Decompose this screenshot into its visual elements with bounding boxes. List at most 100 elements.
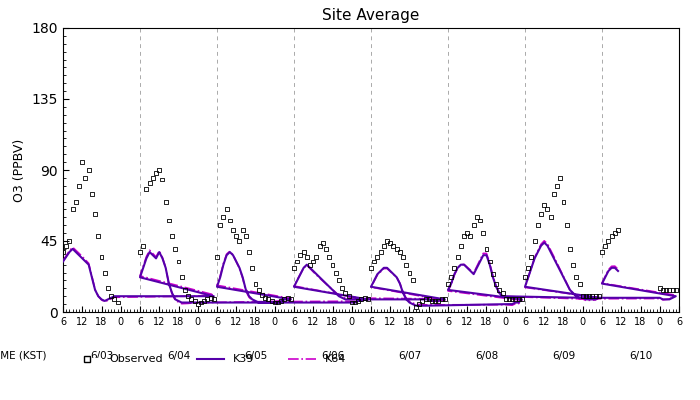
- Text: 6/08: 6/08: [475, 351, 498, 361]
- Point: [400, 262, 412, 268]
- Point: [83, 167, 94, 173]
- Point: [468, 222, 480, 228]
- Point: [539, 202, 550, 208]
- Point: [92, 233, 104, 240]
- Point: [76, 159, 88, 165]
- Point: [308, 258, 319, 265]
- K64: [193, 294, 202, 298]
- Point: [529, 238, 540, 244]
- Line: K39: K39: [63, 242, 676, 306]
- Point: [234, 238, 245, 244]
- Point: [667, 287, 678, 293]
- Point: [442, 280, 454, 287]
- K39: [614, 268, 622, 273]
- Point: [157, 176, 168, 183]
- Point: [577, 293, 588, 300]
- Point: [199, 298, 210, 304]
- Point: [211, 254, 223, 260]
- Point: [416, 298, 428, 304]
- Text: 6/05: 6/05: [244, 351, 267, 361]
- Point: [536, 211, 547, 217]
- Point: [230, 233, 242, 240]
- Point: [507, 296, 518, 302]
- Point: [108, 296, 120, 302]
- Point: [221, 206, 232, 213]
- Point: [253, 287, 265, 293]
- Point: [580, 293, 592, 300]
- Point: [477, 230, 489, 236]
- Point: [112, 299, 123, 306]
- Point: [288, 265, 300, 271]
- K39: [434, 298, 442, 303]
- Point: [70, 198, 81, 205]
- Point: [337, 285, 348, 292]
- Text: TIME (KST): TIME (KST): [0, 351, 46, 361]
- Point: [433, 298, 444, 304]
- Legend: Observed, K39, K64: Observed, K39, K64: [69, 350, 351, 369]
- Point: [612, 227, 624, 233]
- Point: [169, 246, 181, 252]
- Point: [282, 294, 293, 301]
- Point: [661, 287, 672, 293]
- Title: Site Average: Site Average: [322, 8, 420, 23]
- Text: 6/04: 6/04: [167, 351, 190, 361]
- Point: [404, 269, 415, 276]
- Text: 6/03: 6/03: [90, 351, 113, 361]
- K39: [412, 303, 420, 308]
- Point: [455, 242, 466, 249]
- Point: [301, 254, 312, 260]
- Point: [497, 290, 508, 296]
- Text: 6/06: 6/06: [321, 351, 344, 361]
- Point: [430, 298, 441, 304]
- Point: [262, 296, 274, 302]
- Point: [382, 238, 393, 244]
- Point: [144, 180, 155, 186]
- Point: [292, 258, 303, 265]
- Point: [298, 249, 309, 255]
- Point: [279, 296, 290, 302]
- Point: [471, 214, 482, 220]
- Point: [558, 198, 569, 205]
- Point: [244, 249, 255, 255]
- Point: [208, 296, 219, 302]
- K64: [501, 302, 510, 307]
- Point: [372, 254, 383, 260]
- Point: [349, 299, 360, 306]
- Point: [552, 182, 563, 189]
- Point: [475, 217, 486, 224]
- Point: [317, 239, 328, 246]
- Point: [420, 296, 431, 302]
- Point: [240, 233, 251, 240]
- K39: [505, 302, 513, 306]
- Point: [548, 190, 559, 197]
- Point: [67, 206, 78, 213]
- Point: [593, 293, 604, 300]
- Point: [375, 249, 386, 255]
- K39: [59, 259, 67, 264]
- Point: [276, 298, 287, 304]
- Point: [414, 301, 425, 307]
- Point: [61, 242, 72, 249]
- Point: [590, 293, 601, 300]
- Point: [439, 296, 450, 302]
- Point: [250, 280, 261, 287]
- Point: [494, 287, 505, 293]
- Text: 6/09: 6/09: [552, 351, 575, 361]
- Point: [542, 206, 553, 213]
- Point: [311, 254, 322, 260]
- Point: [102, 285, 113, 292]
- Point: [394, 249, 405, 255]
- Point: [186, 296, 197, 302]
- Point: [564, 246, 575, 252]
- Point: [410, 304, 421, 310]
- K64: [473, 264, 481, 269]
- Point: [587, 293, 598, 300]
- Point: [218, 214, 229, 220]
- Point: [449, 265, 460, 271]
- Point: [314, 242, 326, 249]
- Point: [436, 296, 447, 302]
- Point: [384, 239, 395, 246]
- Point: [523, 265, 534, 271]
- Point: [86, 190, 97, 197]
- Point: [670, 287, 681, 293]
